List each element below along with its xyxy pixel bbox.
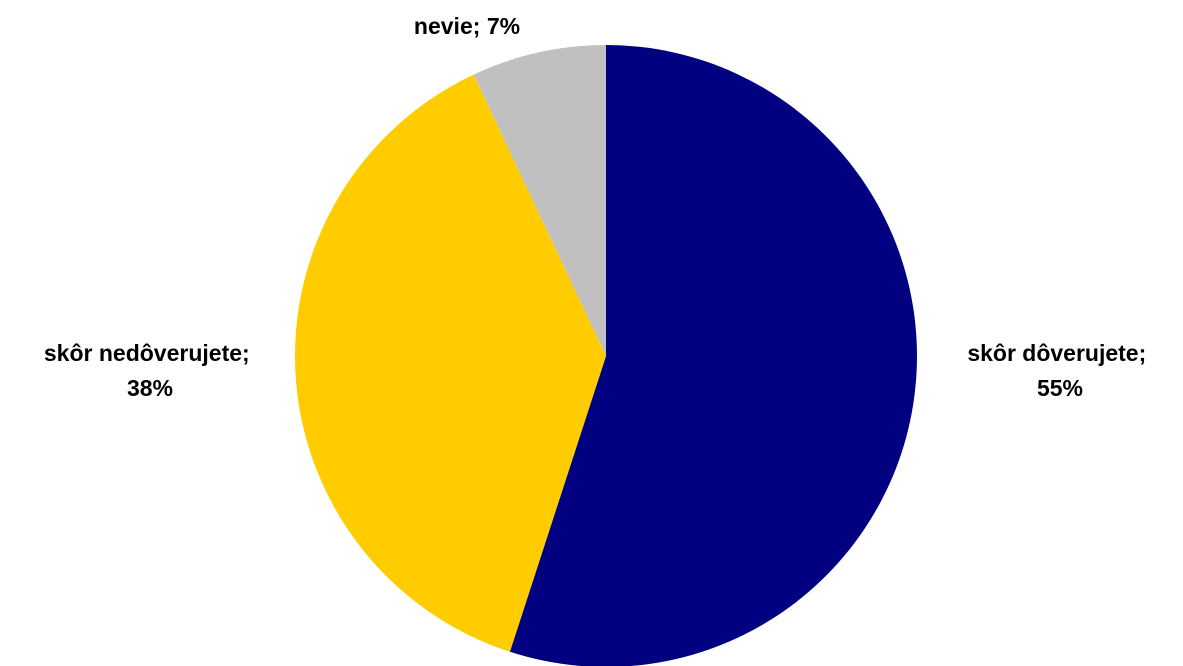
- pie-slice-skor-nedoverujete: [294, 74, 606, 652]
- slice-label-skor-doverujete-sep: ;: [1139, 340, 1147, 366]
- pie-slice-skor-doverujete: [509, 45, 917, 666]
- slice-label-nevie-sep: ;: [473, 13, 487, 39]
- pie-slices: [294, 45, 917, 666]
- slice-label-skor-doverujete: skôr dôverujete; 55%: [967, 340, 1152, 401]
- slice-label-nevie-name: nevie: [414, 13, 473, 39]
- slice-label-skor-nedoverujete-sep: ;: [242, 340, 250, 366]
- slice-label-skor-nedoverujete: skôr nedôverujete; 38%: [44, 340, 256, 401]
- slice-label-skor-doverujete-name: skôr dôverujete: [967, 340, 1138, 366]
- slice-label-skor-nedoverujete-value: 38%: [127, 375, 173, 401]
- slice-label-nevie-value: 7%: [487, 13, 520, 39]
- slice-label-skor-doverujete-value: 55%: [1037, 375, 1083, 401]
- pie-slice-nevie: [473, 45, 606, 356]
- slice-label-skor-nedoverujete-name: skôr nedôverujete: [44, 340, 242, 366]
- slice-label-nevie: nevie; 7%: [414, 13, 520, 39]
